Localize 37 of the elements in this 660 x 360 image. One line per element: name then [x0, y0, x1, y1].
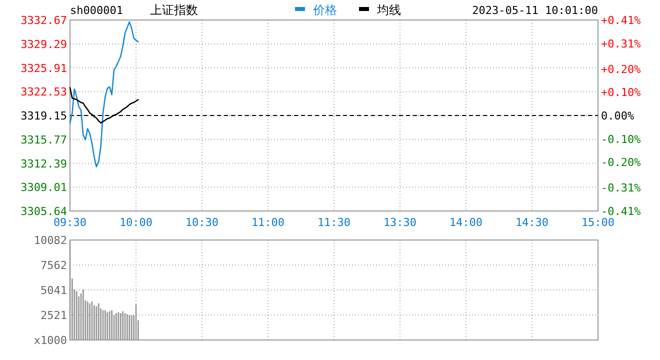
chart-title: 上证指数 — [150, 3, 198, 17]
y2-tick-label: +0.41% — [601, 14, 642, 27]
y2-tick-label: -0.10% — [601, 132, 642, 146]
y2-tick-label: 0.00% — [601, 110, 634, 122]
y-tick-label: 2521 — [40, 308, 67, 322]
x-tick-label: 14:00 — [449, 216, 483, 229]
y2-tick-label: -0.41% — [601, 205, 642, 218]
y-tick-label: 10082 — [34, 234, 67, 247]
y-tick-label: 3322.53 — [20, 86, 67, 99]
y-tick-label: 3325.91 — [20, 62, 67, 75]
x-tick-label: 10:30 — [185, 216, 219, 229]
y-tick-label: x1000 — [34, 334, 67, 347]
y2-tick-label: -0.20% — [601, 156, 642, 170]
legend-label: 价格 — [312, 3, 337, 17]
y2-tick-label: +0.31% — [601, 37, 642, 50]
y2-tick-label: +0.20% — [601, 62, 642, 76]
chart-subtitle: sh000001 — [70, 4, 123, 17]
x-tick-label: 14:30 — [515, 216, 549, 229]
text: 2023-05-11 10:01:00 — [472, 4, 598, 17]
y-tick-label: 3309.01 — [20, 181, 67, 194]
legend-label: 均线 — [376, 3, 401, 17]
x-tick-label: 11:30 — [317, 216, 351, 229]
y-tick-label: 3319.15 — [20, 110, 67, 123]
x-tick-label: 13:30 — [383, 216, 417, 229]
y-tick-label: 3305.64 — [20, 205, 68, 218]
y2-tick-label: -0.31% — [601, 182, 642, 195]
y-tick-label: 3329.29 — [20, 38, 67, 51]
y-tick-label: 3312.39 — [20, 157, 67, 170]
y-tick-label: 7562 — [40, 258, 67, 272]
x-tick-label: 09:30 — [53, 216, 87, 229]
y2-tick-label: +0.10% — [601, 86, 642, 100]
y-tick-label: 3332.67 — [20, 14, 67, 27]
x-tick-label: 11:00 — [251, 216, 285, 229]
y-tick-label: 5041 — [40, 284, 67, 297]
y-tick-label: 3315.77 — [20, 133, 67, 146]
x-tick-label: 15:00 — [581, 216, 615, 229]
x-tick-label: 10:00 — [119, 216, 153, 229]
